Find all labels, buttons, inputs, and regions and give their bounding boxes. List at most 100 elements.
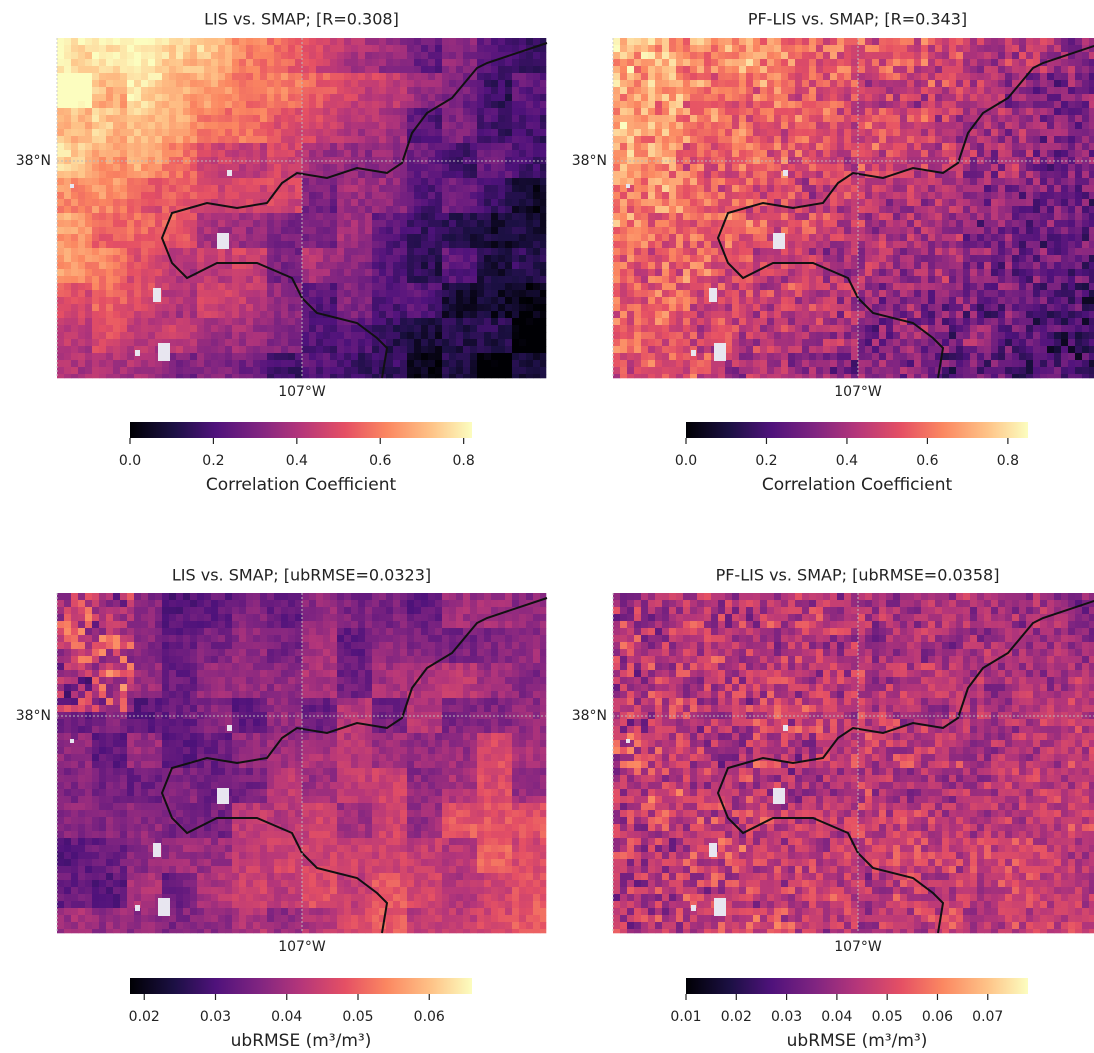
raster-cell bbox=[351, 332, 358, 339]
raster-cell bbox=[113, 276, 120, 283]
raster-cell bbox=[809, 269, 816, 276]
raster-cell bbox=[141, 248, 148, 255]
raster-cell bbox=[732, 87, 739, 94]
raster-cell bbox=[344, 94, 351, 101]
raster-cell bbox=[267, 248, 274, 255]
raster-cell bbox=[540, 150, 546, 157]
raster-cell bbox=[641, 45, 648, 52]
raster-cell bbox=[613, 325, 620, 332]
raster-cell bbox=[260, 248, 267, 255]
raster-cell bbox=[435, 192, 442, 199]
raster-cell bbox=[344, 136, 351, 143]
raster-cell bbox=[337, 346, 344, 353]
raster-cell bbox=[197, 227, 204, 234]
raster-cell bbox=[400, 94, 407, 101]
raster-cell bbox=[253, 101, 260, 108]
raster-cell bbox=[393, 318, 400, 325]
raster-cell bbox=[400, 45, 407, 52]
raster-cell bbox=[176, 360, 183, 367]
raster-cell bbox=[669, 59, 676, 66]
raster-cell bbox=[407, 318, 414, 325]
raster-cell bbox=[641, 178, 648, 185]
raster-cell bbox=[774, 45, 781, 52]
raster-cell bbox=[64, 192, 71, 199]
raster-cell bbox=[141, 220, 148, 227]
raster-cell bbox=[634, 136, 641, 143]
raster-cell bbox=[232, 38, 239, 45]
raster-cell bbox=[211, 255, 218, 262]
raster-cell bbox=[134, 220, 141, 227]
raster-cell bbox=[662, 374, 669, 378]
raster-cell bbox=[648, 52, 655, 59]
raster-cell bbox=[519, 276, 526, 283]
raster-cell bbox=[655, 185, 662, 192]
raster-cell bbox=[732, 283, 739, 290]
raster-cell bbox=[613, 234, 620, 241]
raster-cell bbox=[120, 332, 127, 339]
raster-cell bbox=[120, 115, 127, 122]
raster-cell bbox=[253, 276, 260, 283]
raster-cell bbox=[655, 38, 662, 45]
raster-cell bbox=[162, 136, 169, 143]
raster-cell bbox=[477, 178, 484, 185]
raster-cell bbox=[627, 304, 634, 311]
raster-cell bbox=[428, 353, 435, 360]
raster-cell bbox=[169, 52, 176, 59]
raster-cell bbox=[407, 59, 414, 66]
raster-cell bbox=[127, 164, 134, 171]
raster-cell bbox=[718, 115, 725, 122]
raster-cell bbox=[295, 332, 302, 339]
raster-cell bbox=[246, 346, 253, 353]
raster-cell bbox=[211, 87, 218, 94]
raster-cell bbox=[386, 192, 393, 199]
raster-cell bbox=[295, 185, 302, 192]
raster-cell bbox=[746, 360, 753, 367]
raster-cell bbox=[260, 87, 267, 94]
raster-cell bbox=[753, 164, 760, 171]
raster-cell bbox=[379, 185, 386, 192]
raster-cell bbox=[634, 178, 641, 185]
raster-cell bbox=[788, 346, 795, 353]
raster-cell bbox=[379, 311, 386, 318]
raster-cell bbox=[330, 304, 337, 311]
raster-cell bbox=[64, 332, 71, 339]
raster-cell bbox=[477, 108, 484, 115]
raster-cell bbox=[781, 304, 788, 311]
raster-cell bbox=[519, 297, 526, 304]
raster-cell bbox=[337, 94, 344, 101]
raster-cell bbox=[512, 374, 519, 378]
raster-cell bbox=[337, 129, 344, 136]
raster-cell bbox=[662, 213, 669, 220]
raster-cell bbox=[183, 213, 190, 220]
raster-cell bbox=[802, 59, 809, 66]
raster-cell bbox=[204, 276, 211, 283]
raster-cell bbox=[613, 136, 620, 143]
raster-cell bbox=[155, 115, 162, 122]
raster-cell bbox=[428, 52, 435, 59]
raster-cell bbox=[442, 290, 449, 297]
raster-cell bbox=[774, 346, 781, 353]
raster-cell bbox=[669, 297, 676, 304]
raster-cell bbox=[211, 283, 218, 290]
raster-cell bbox=[246, 108, 253, 115]
raster-cell bbox=[498, 45, 505, 52]
raster-cell bbox=[697, 374, 704, 378]
raster-cell bbox=[337, 325, 344, 332]
raster-cell bbox=[253, 129, 260, 136]
raster-cell bbox=[620, 101, 627, 108]
raster-cell bbox=[155, 206, 162, 213]
raster-cell bbox=[225, 108, 232, 115]
raster-cell bbox=[774, 206, 781, 213]
raster-cell bbox=[323, 150, 330, 157]
raster-cell bbox=[211, 45, 218, 52]
raster-cell bbox=[816, 339, 823, 346]
raster-cell bbox=[767, 52, 774, 59]
raster-cell bbox=[253, 290, 260, 297]
raster-cell bbox=[295, 115, 302, 122]
raster-cell bbox=[795, 199, 802, 206]
raster-cell bbox=[316, 346, 323, 353]
raster-cell bbox=[372, 346, 379, 353]
raster-cell bbox=[491, 108, 498, 115]
raster-cell bbox=[477, 171, 484, 178]
raster-cell bbox=[739, 360, 746, 367]
